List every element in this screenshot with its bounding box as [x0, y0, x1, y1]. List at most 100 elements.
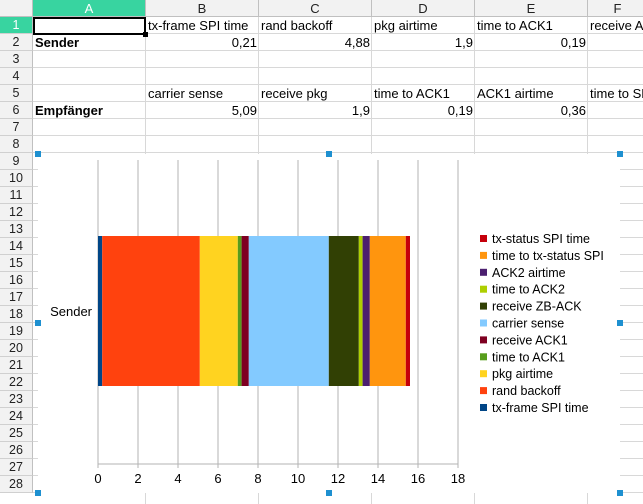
row-header-3[interactable]: 3 — [0, 51, 33, 68]
cell-e6[interactable]: 0,36 — [560, 103, 586, 118]
row-header-28[interactable]: 28 — [0, 476, 33, 493]
legend-entry: tx-status SPI time — [492, 232, 590, 246]
bar-segment-ack2-airtime[interactable] — [362, 236, 370, 386]
chart-resize-handle-w[interactable] — [35, 320, 41, 326]
column-header-b[interactable]: B — [146, 0, 259, 17]
bar-segment-time-to-ack1[interactable] — [237, 236, 242, 386]
cell-b6[interactable]: 5,09 — [231, 103, 257, 118]
row-header-5[interactable]: 5 — [0, 85, 33, 102]
row-header-27[interactable]: 27 — [0, 459, 33, 476]
legend-entry: rand backoff — [492, 384, 561, 398]
chart-resize-handle-n[interactable] — [326, 151, 332, 157]
cell-c6[interactable]: 1,9 — [351, 103, 370, 118]
row-header-22[interactable]: 22 — [0, 374, 33, 391]
grid-line-horizontal — [33, 50, 643, 51]
legend-swatch — [480, 387, 487, 395]
grid-line-horizontal — [33, 118, 643, 119]
cell-f1[interactable]: receive ACK1 — [590, 18, 643, 33]
grid-line-horizontal — [33, 67, 643, 68]
legend-swatch — [480, 404, 487, 411]
legend-entry: receive ACK1 — [492, 333, 568, 347]
active-cell-cursor[interactable] — [33, 17, 148, 37]
chart-resize-handle-e[interactable] — [617, 320, 623, 326]
cell-d2[interactable]: 1,9 — [454, 35, 473, 50]
legend-entry: receive ZB-ACK — [492, 300, 582, 314]
bar-segment-rand-backoff[interactable] — [102, 236, 200, 386]
row-header-25[interactable]: 25 — [0, 425, 33, 442]
row-header-14[interactable]: 14 — [0, 238, 33, 255]
grid-line-horizontal — [33, 135, 643, 136]
cell-d5[interactable]: time to ACK1 — [374, 86, 450, 101]
chart-resize-handle-ne[interactable] — [617, 151, 623, 157]
cell-e2[interactable]: 0,19 — [560, 35, 586, 50]
row-header-12[interactable]: 12 — [0, 204, 33, 221]
row-header-1[interactable]: 1 — [0, 17, 33, 34]
row-header-9[interactable]: 9 — [0, 153, 33, 170]
grid-line-horizontal — [33, 152, 643, 153]
fill-handle[interactable] — [143, 32, 148, 37]
bar-segment-receive-ack1[interactable] — [241, 236, 249, 386]
cell-a6[interactable]: Empfänger — [35, 103, 103, 118]
bar-segment-time-to-tx-status-spi[interactable] — [369, 236, 406, 386]
row-header-23[interactable]: 23 — [0, 391, 33, 408]
bar-segment-tx-frame-spi-time[interactable] — [98, 236, 103, 386]
row-header-24[interactable]: 24 — [0, 408, 33, 425]
row-header-19[interactable]: 19 — [0, 323, 33, 340]
column-header-a[interactable]: A — [33, 0, 146, 17]
cell-e1[interactable]: time to ACK1 — [477, 18, 553, 33]
row-header-15[interactable]: 15 — [0, 255, 33, 272]
cell-b2[interactable]: 0,21 — [231, 35, 257, 50]
chart-resize-handle-nw[interactable] — [35, 151, 41, 157]
row-header-7[interactable]: 7 — [0, 119, 33, 136]
cell-c2[interactable]: 4,88 — [344, 35, 370, 50]
cell-c5[interactable]: receive pkg — [261, 86, 328, 101]
cell-b5[interactable]: carrier sense — [148, 86, 224, 101]
row-header-17[interactable]: 17 — [0, 289, 33, 306]
row-header-8[interactable]: 8 — [0, 136, 33, 153]
row-header-13[interactable]: 13 — [0, 221, 33, 238]
x-tick-label: 8 — [254, 471, 261, 486]
legend-entry: time to tx-status SPI — [492, 249, 604, 263]
row-header-16[interactable]: 16 — [0, 272, 33, 289]
bar-segment-carrier-sense[interactable] — [248, 236, 329, 386]
legend-entry: ACK2 airtime — [492, 266, 566, 280]
x-tick-label: 14 — [371, 471, 385, 486]
legend-swatch — [480, 336, 487, 344]
cell-d6[interactable]: 0,19 — [447, 103, 473, 118]
row-header-11[interactable]: 11 — [0, 187, 33, 204]
cell-b1[interactable]: tx-frame SPI time — [148, 18, 249, 33]
column-header-f[interactable]: F — [588, 0, 643, 17]
x-tick-label: 0 — [94, 471, 101, 486]
row-header-2[interactable]: 2 — [0, 34, 33, 51]
legend-swatch — [480, 319, 487, 327]
cell-a2[interactable]: Sender — [35, 35, 80, 50]
chart-resize-handle-s[interactable] — [326, 490, 332, 496]
cell-e5[interactable]: ACK1 airtime — [477, 86, 554, 101]
cell-f5[interactable]: time to SEND — [590, 86, 643, 101]
cell-d1[interactable]: pkg airtime — [374, 18, 438, 33]
row-header-6[interactable]: 6 — [0, 102, 33, 119]
chart-resize-handle-se[interactable] — [617, 490, 623, 496]
select-all-corner[interactable] — [0, 0, 33, 17]
chart-object[interactable]: 0 2 4 6 8 10 12 14 16 18 Sender tx-status SPI time t… — [38, 154, 620, 493]
bar-segment-pkg-airtime[interactable] — [199, 236, 238, 386]
legend-swatch — [480, 302, 487, 310]
row-header-26[interactable]: 26 — [0, 442, 33, 459]
legend-entry: time to ACK1 — [492, 350, 565, 364]
bar-segment-tx-status-spi-time[interactable] — [405, 236, 410, 386]
x-tick-label: 16 — [411, 471, 425, 486]
row-header-20[interactable]: 20 — [0, 340, 33, 357]
bar-segment-time-to-ack2[interactable] — [358, 236, 363, 386]
chart-resize-handle-sw[interactable] — [35, 490, 41, 496]
row-header-18[interactable]: 18 — [0, 306, 33, 323]
row-header-21[interactable]: 21 — [0, 357, 33, 374]
column-header-d[interactable]: D — [372, 0, 475, 17]
bar-segment-receive-zb-ack[interactable] — [328, 236, 359, 386]
row-header-10[interactable]: 10 — [0, 170, 33, 187]
cell-c1[interactable]: rand backoff — [261, 18, 333, 33]
row-header-4[interactable]: 4 — [0, 68, 33, 85]
legend-swatch — [480, 353, 487, 361]
column-header-c[interactable]: C — [259, 0, 372, 17]
column-header-e[interactable]: E — [475, 0, 588, 17]
